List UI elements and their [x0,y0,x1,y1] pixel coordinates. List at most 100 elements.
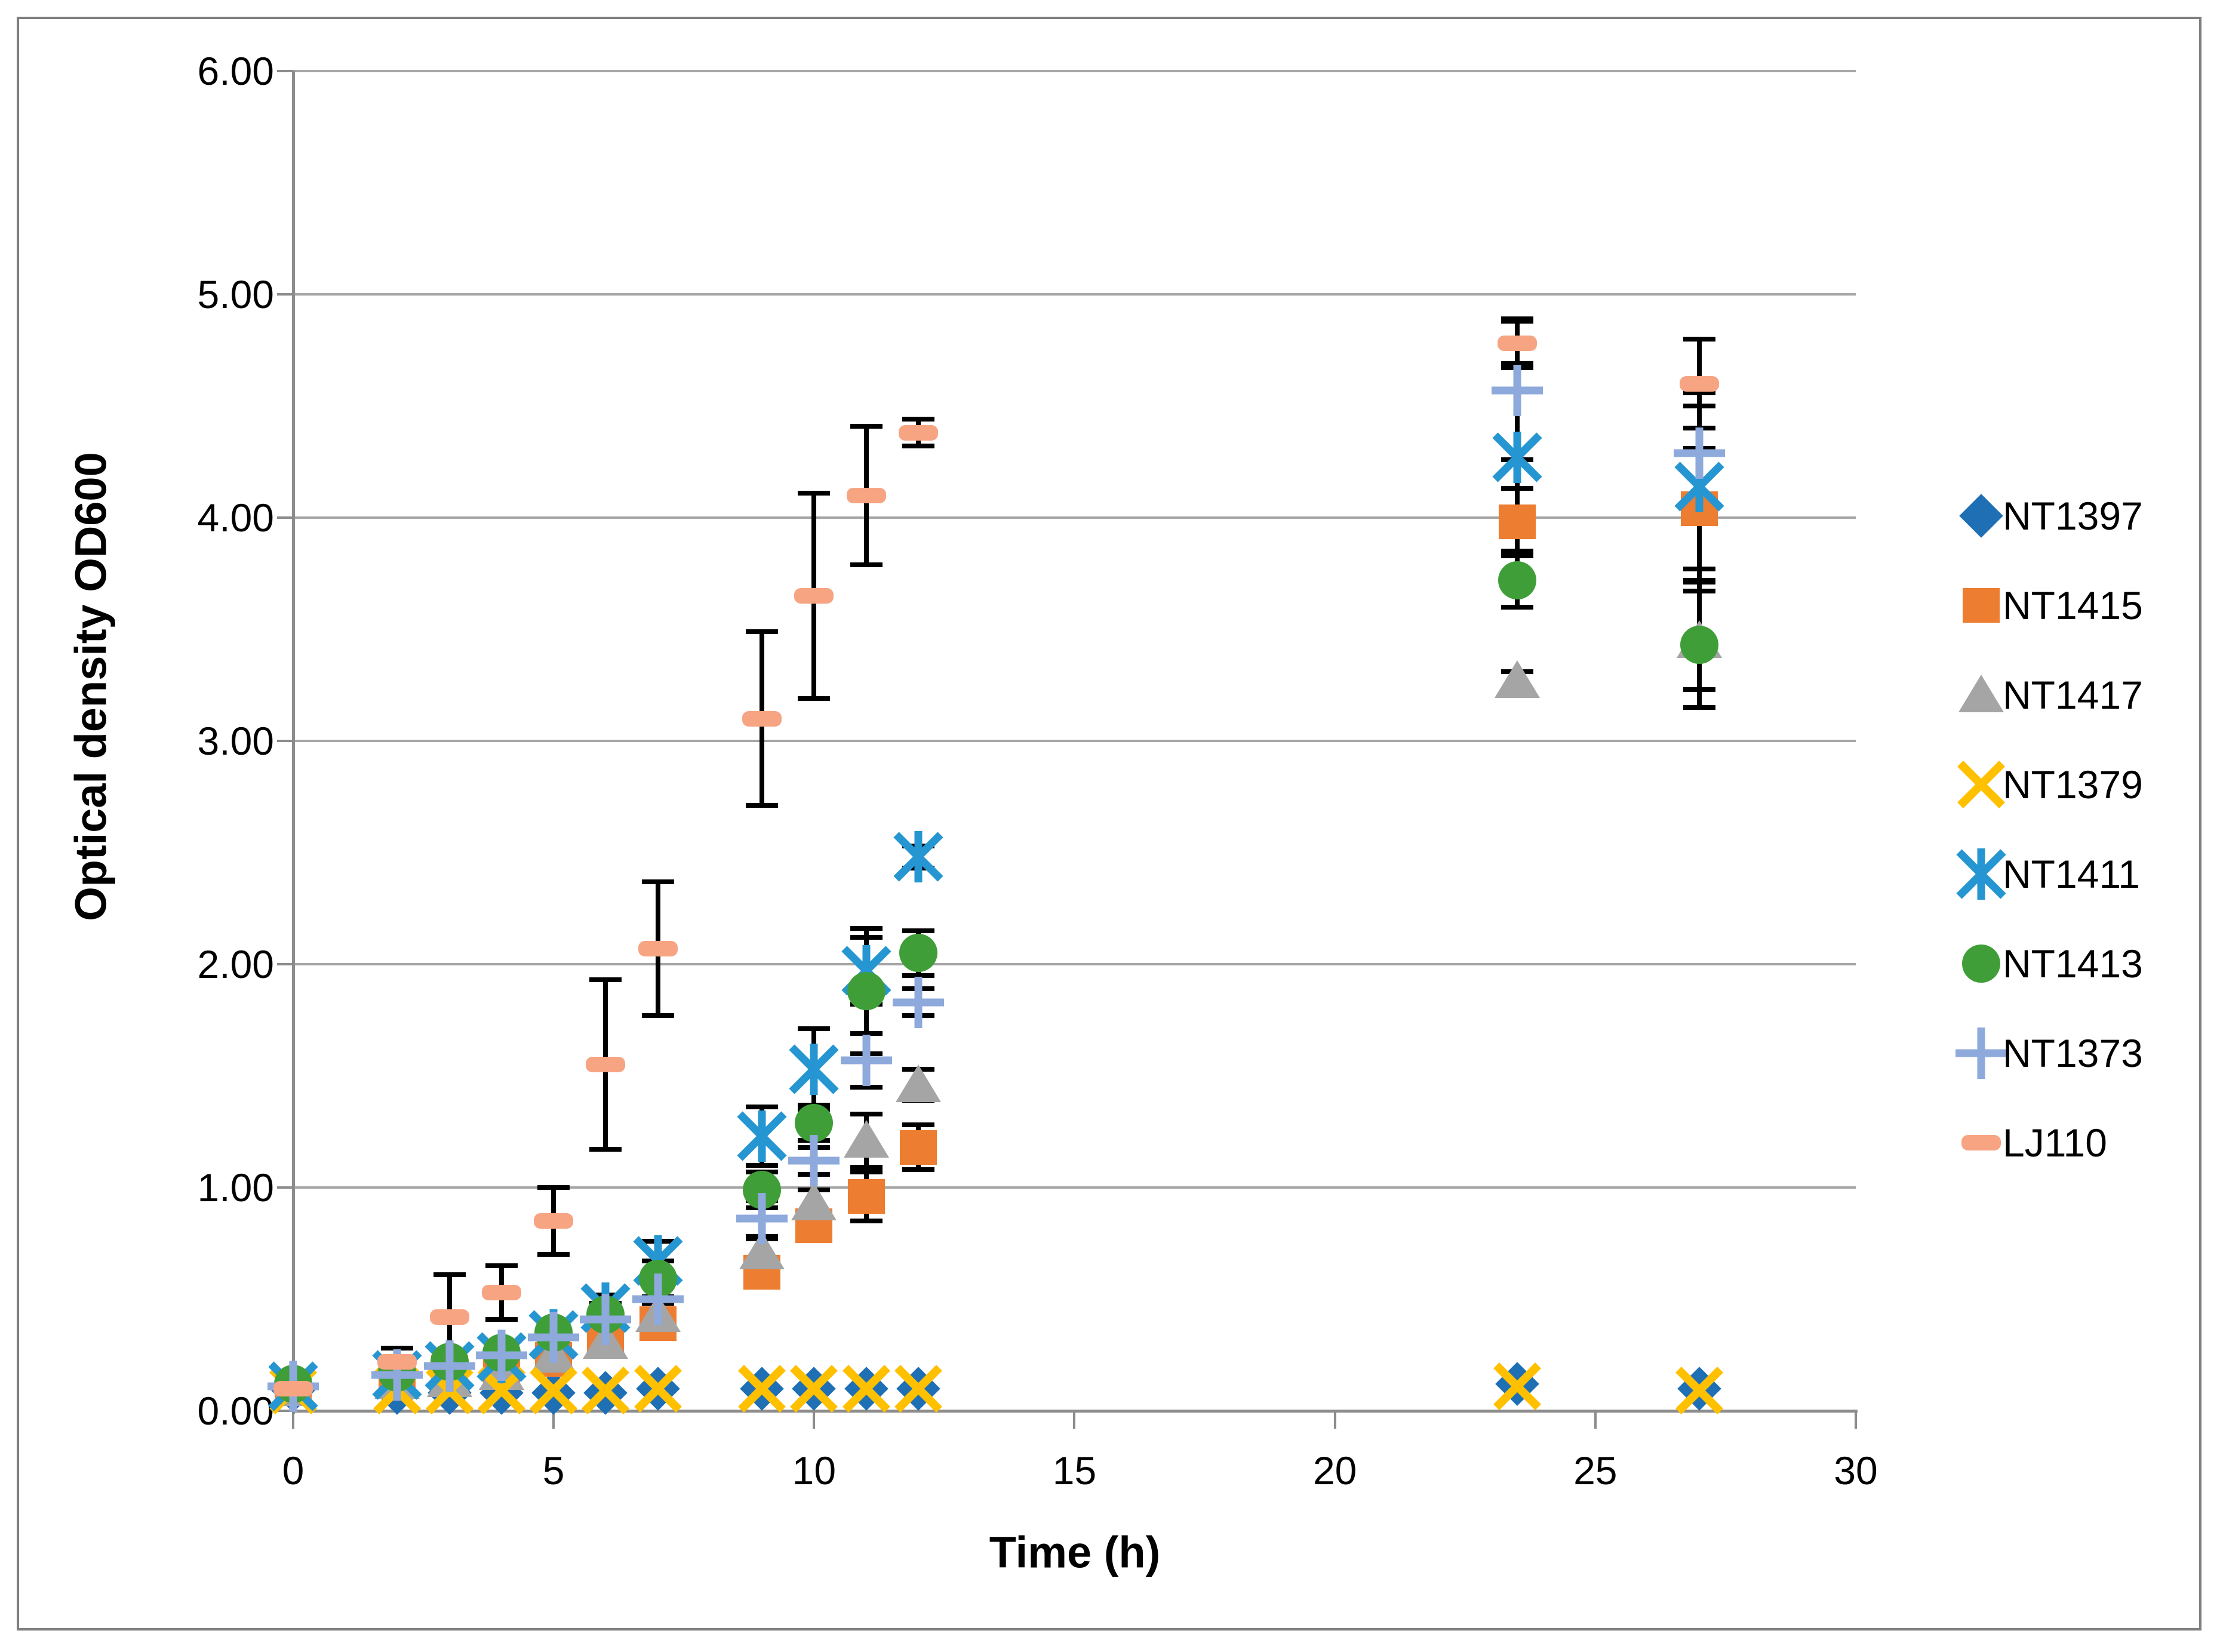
x-marker-icon [738,1364,786,1413]
plus-marker-icon [475,1329,527,1381]
data-point [732,689,792,749]
error-bar-cap [850,1165,883,1170]
y-tick [277,1186,293,1189]
legend-marker-square-icon [1951,576,2011,635]
x-tick-label: 20 [1312,1448,1357,1493]
x-tick-label: 25 [1573,1448,1618,1493]
error-bar-cap [850,1084,883,1090]
triangle-icon [1958,675,2004,712]
plus-marker-icon [1674,427,1726,479]
data-point [732,1222,792,1282]
dash-marker-icon [638,940,678,956]
triangle-marker-icon [739,1232,785,1270]
error-bar-cap [1501,604,1533,610]
x-tick-label: 5 [542,1448,565,1493]
circle-marker-icon [1680,626,1719,665]
legend-label: NT1397 [2003,494,2143,538]
gridline-y [293,1186,1856,1189]
dash-marker-icon [742,710,782,727]
dash-marker-icon [377,1353,417,1370]
legend-label: NT1373 [2003,1031,2143,1075]
dash-marker-icon [534,1213,574,1229]
data-point [524,1191,583,1251]
data-point [784,1173,844,1233]
dash-marker-icon [481,1284,521,1300]
square-marker-icon [899,1130,937,1165]
square-icon [1963,588,2000,623]
y-tick-label: 1.00 [197,1165,274,1210]
x-axis-title: Time (h) [989,1527,1161,1577]
error-bar-cap [850,423,883,429]
legend-marker-triangle-icon [1951,665,2011,725]
data-point [732,1160,792,1220]
circle-marker-icon [847,971,885,1010]
error-bar-cap [537,1252,570,1257]
legend-item: NT1379 [1951,749,2202,820]
error-bar-cap [589,1147,622,1152]
error-bar-cap [850,1219,883,1224]
x-tick-label: 10 [792,1448,837,1493]
x-marker-icon [582,1367,630,1415]
dash-marker-icon [794,587,834,604]
legend-label: NT1413 [2003,942,2143,986]
circle-marker-icon [1498,561,1536,599]
x-marker-icon [1493,1362,1541,1410]
error-bar-cap [902,973,934,978]
data-point [1487,427,1547,487]
data-point [837,1359,896,1419]
legend-label: NT1417 [2003,673,2143,717]
error-bar-cap [902,1167,934,1173]
data-point [784,1039,844,1099]
legend-marker-dash-icon [1951,1113,2011,1173]
asterisk-icon [1956,848,2006,900]
legend-item: NT1415 [1951,570,2202,641]
x-tick [1854,1411,1857,1429]
plus-marker-icon [736,1193,788,1245]
plus-icon [1955,1027,2007,1079]
data-point [420,1336,479,1396]
x-icon [1957,761,2005,808]
data-point [367,1332,427,1392]
error-bar-cap [1501,316,1533,322]
gridline-y [293,293,1856,296]
plus-marker-icon [788,1135,840,1187]
y-tick [277,293,293,296]
error-bar-cap [798,490,831,496]
x-marker-icon [842,1364,890,1413]
legend-item: LJ110 [1951,1107,2202,1179]
y-tick [277,740,293,742]
legend-marker-diamond-icon [1951,486,2011,546]
legend-item: NT1413 [1951,928,2202,999]
error-bar-cap [746,1105,779,1110]
error-bar-cap [1501,550,1533,556]
x-tick [1333,1411,1336,1429]
data-point [628,1269,688,1329]
legend-label: NT1379 [2003,762,2143,807]
square-marker-icon [1498,504,1536,540]
y-tick-label: 3.00 [197,719,274,763]
x-tick [813,1411,816,1429]
error-bar-cap [589,977,622,983]
data-point [837,1030,896,1090]
y-tick-label: 0.00 [197,1389,274,1433]
dash-marker-icon [898,424,938,441]
error-bar-cap [485,1316,518,1322]
legend-item: NT1417 [1951,659,2202,731]
y-tick-label: 6.00 [197,49,274,93]
asterisk-marker-icon [893,831,943,883]
triangle-marker-icon [895,1064,941,1102]
gridline-y [293,70,1856,72]
legend-label: NT1411 [2003,852,2140,896]
data-point [576,1035,635,1094]
asterisk-marker-icon [1492,432,1542,484]
circle-icon [1962,945,2000,983]
dash-icon [1961,1135,2001,1150]
y-tick [277,1410,293,1412]
x-marker-icon [530,1367,578,1415]
data-point [420,1287,479,1347]
data-point [888,1359,948,1419]
y-axis-title: Optical density OD600 [66,452,116,921]
error-bar-cap [850,1111,883,1116]
legend-marker-circle-icon [1951,934,2011,993]
